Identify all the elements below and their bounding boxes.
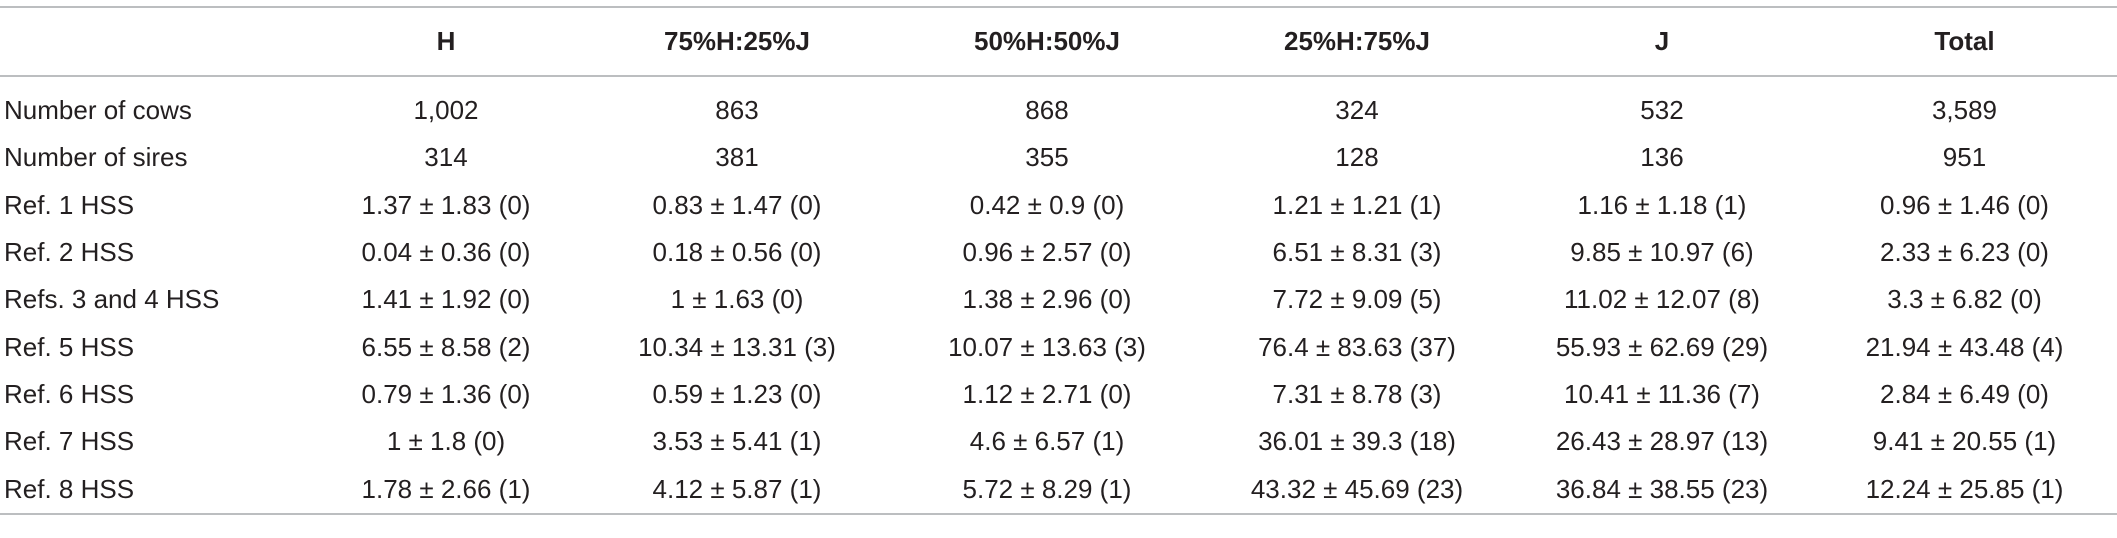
table-cell: 1.21 ± 1.21 (1) bbox=[1272, 189, 1442, 220]
table-cell: 36.01 ± 39.3 (18) bbox=[1258, 426, 1456, 457]
table-cell: 1 ± 1.8 (0) bbox=[386, 426, 506, 457]
table-row: Ref. 2 HSS 0.04 ± 0.36 (0) 0.18 ± 0.56 (… bbox=[0, 229, 2117, 276]
table-cell: 12.24 ± 25.85 (1) bbox=[1865, 473, 2064, 504]
table-cell: 0.96 ± 2.57 (0) bbox=[962, 237, 1132, 268]
table-cell: 6.51 ± 8.31 (3) bbox=[1272, 237, 1442, 268]
table-cell: 1.37 ± 1.83 (0) bbox=[361, 189, 531, 220]
table-cell: 381 bbox=[715, 142, 759, 173]
table-cell: 355 bbox=[1025, 142, 1069, 173]
table-cell: 1.78 ± 2.66 (1) bbox=[361, 473, 531, 504]
table-cell: 7.31 ± 8.78 (3) bbox=[1272, 378, 1442, 409]
header-cell-h: H bbox=[436, 26, 456, 56]
table-row: Number of sires 314 381 355 128 136 951 bbox=[0, 134, 2117, 181]
row-label: Ref. 1 HSS bbox=[4, 189, 135, 220]
row-label: Ref. 2 HSS bbox=[4, 237, 135, 268]
table-cell: 10.41 ± 11.36 (7) bbox=[1564, 378, 1760, 409]
table-cell: 55.93 ± 62.69 (29) bbox=[1555, 331, 1769, 362]
table-cell: 10.07 ± 13.63 (3) bbox=[948, 331, 1146, 362]
table-cell: 9.85 ± 10.97 (6) bbox=[1570, 237, 1754, 268]
table-cell: 4.12 ± 5.87 (1) bbox=[652, 473, 822, 504]
table-cell: 1 ± 1.63 (0) bbox=[670, 284, 804, 315]
table-row: Ref. 8 HSS 1.78 ± 2.66 (1) 4.12 ± 5.87 (… bbox=[0, 465, 2117, 514]
table-cell: 4.6 ± 6.57 (1) bbox=[969, 426, 1125, 457]
table-row: Ref. 7 HSS 1 ± 1.8 (0) 3.53 ± 5.41 (1) 4… bbox=[0, 418, 2117, 465]
row-label: Ref. 7 HSS bbox=[4, 426, 135, 457]
table-cell: 5.72 ± 8.29 (1) bbox=[962, 473, 1132, 504]
header-cell-empty bbox=[0, 7, 310, 76]
header-cell-total: Total bbox=[1934, 26, 1995, 56]
header-cell-50h-50j: 50%H:50%J bbox=[974, 26, 1120, 56]
table-cell: 3,589 bbox=[1931, 95, 1998, 126]
table-cell: 314 bbox=[424, 142, 468, 173]
table-row: Number of cows 1,002 863 868 324 532 3,5… bbox=[0, 76, 2117, 134]
table-cell: 21.94 ± 43.48 (4) bbox=[1865, 331, 2064, 362]
table-cell: 1.38 ± 2.96 (0) bbox=[962, 284, 1132, 315]
data-table: H 75%H:25%J 50%H:50%J 25%H:75%J J Total … bbox=[0, 6, 2117, 515]
row-label: Number of sires bbox=[4, 142, 188, 173]
table-cell: 0.59 ± 1.23 (0) bbox=[652, 378, 822, 409]
table-cell: 0.42 ± 0.9 (0) bbox=[969, 189, 1125, 220]
table-cell: 76.4 ± 83.63 (37) bbox=[1258, 331, 1456, 362]
table-cell: 10.34 ± 13.31 (3) bbox=[638, 331, 836, 362]
table-cell: 1.16 ± 1.18 (1) bbox=[1577, 189, 1747, 220]
table-cell: 3.53 ± 5.41 (1) bbox=[652, 426, 822, 457]
row-label: Ref. 5 HSS bbox=[4, 331, 135, 362]
table-cell: 0.04 ± 0.36 (0) bbox=[361, 237, 531, 268]
table-cell: 0.79 ± 1.36 (0) bbox=[361, 378, 531, 409]
row-label: Ref. 8 HSS bbox=[4, 473, 135, 504]
table-row: Ref. 1 HSS 1.37 ± 1.83 (0) 0.83 ± 1.47 (… bbox=[0, 182, 2117, 229]
table-cell: 532 bbox=[1640, 95, 1684, 126]
table-cell: 2.84 ± 6.49 (0) bbox=[1880, 378, 2049, 409]
table-cell: 0.18 ± 0.56 (0) bbox=[652, 237, 822, 268]
table-cell: 7.72 ± 9.09 (5) bbox=[1272, 284, 1442, 315]
table-cell: 3.3 ± 6.82 (0) bbox=[1887, 284, 2042, 315]
table-cell: 1.41 ± 1.92 (0) bbox=[361, 284, 531, 315]
table-cell: 128 bbox=[1335, 142, 1379, 173]
table-cell: 2.33 ± 6.23 (0) bbox=[1880, 237, 2049, 268]
table-cell: 951 bbox=[1942, 142, 1987, 173]
table-row: Ref. 5 HSS 6.55 ± 8.58 (2) 10.34 ± 13.31… bbox=[0, 323, 2117, 370]
table-cell: 26.43 ± 28.97 (13) bbox=[1555, 426, 1769, 457]
table-row: Refs. 3 and 4 HSS 1.41 ± 1.92 (0) 1 ± 1.… bbox=[0, 276, 2117, 323]
table-cell: 136 bbox=[1640, 142, 1684, 173]
header-cell-j: J bbox=[1654, 26, 1670, 56]
table-cell: 324 bbox=[1335, 95, 1379, 126]
table-cell: 1.12 ± 2.71 (0) bbox=[962, 378, 1132, 409]
table-row: Ref. 6 HSS 0.79 ± 1.36 (0) 0.59 ± 1.23 (… bbox=[0, 371, 2117, 418]
table-cell: 0.83 ± 1.47 (0) bbox=[652, 189, 822, 220]
table-cell: 0.96 ± 1.46 (0) bbox=[1880, 189, 2049, 220]
table-cell: 9.41 ± 20.55 (1) bbox=[1872, 426, 2057, 457]
table-cell: 36.84 ± 38.55 (23) bbox=[1555, 473, 1769, 504]
row-label: Ref. 6 HSS bbox=[4, 378, 135, 409]
row-label: Refs. 3 and 4 HSS bbox=[4, 284, 220, 315]
table-cell: 1,002 bbox=[413, 95, 479, 126]
header-cell-75h-25j: 75%H:25%J bbox=[664, 26, 810, 56]
row-label: Number of cows bbox=[4, 95, 192, 126]
header-row: H 75%H:25%J 50%H:50%J 25%H:75%J J Total bbox=[0, 7, 2117, 76]
table-cell: 11.02 ± 12.07 (8) bbox=[1564, 284, 1760, 315]
header-cell-25h-75j: 25%H:75%J bbox=[1284, 26, 1430, 56]
table-cell: 6.55 ± 8.58 (2) bbox=[361, 331, 531, 362]
table-cell: 863 bbox=[715, 95, 759, 126]
table-cell: 43.32 ± 45.69 (23) bbox=[1250, 473, 1464, 504]
table-body: Number of cows 1,002 863 868 324 532 3,5… bbox=[0, 76, 2117, 514]
table-header: H 75%H:25%J 50%H:50%J 25%H:75%J J Total bbox=[0, 7, 2117, 76]
table-cell: 868 bbox=[1025, 95, 1069, 126]
